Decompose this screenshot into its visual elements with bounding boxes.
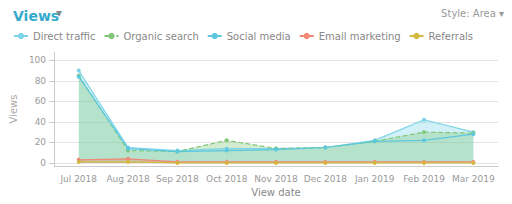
svg-text:Direct traffic: Direct traffic bbox=[33, 31, 95, 42]
svg-text:Organic search: Organic search bbox=[123, 31, 198, 42]
svg-text:0: 0 bbox=[40, 158, 46, 168]
svg-text:Style: Area ▾: Style: Area ▾ bbox=[441, 8, 504, 19]
svg-text:Referrals: Referrals bbox=[429, 31, 474, 42]
svg-text:Aug 2018: Aug 2018 bbox=[106, 174, 150, 184]
svg-text:Feb 2019: Feb 2019 bbox=[403, 174, 445, 184]
svg-text:Views: Views bbox=[8, 95, 19, 124]
svg-text:60: 60 bbox=[35, 96, 47, 106]
svg-text:80: 80 bbox=[35, 76, 47, 86]
svg-text:Oct 2018: Oct 2018 bbox=[206, 174, 248, 184]
svg-text:Dec 2018: Dec 2018 bbox=[304, 174, 347, 184]
svg-text:Email marketing: Email marketing bbox=[319, 31, 401, 42]
svg-text:20: 20 bbox=[35, 137, 47, 147]
svg-text:Mar 2019: Mar 2019 bbox=[452, 174, 495, 184]
svg-text:40: 40 bbox=[35, 117, 47, 127]
svg-text:Sep 2018: Sep 2018 bbox=[156, 174, 199, 184]
svg-text:100: 100 bbox=[29, 55, 46, 65]
svg-text:Social media: Social media bbox=[227, 31, 291, 42]
svg-text:Jan 2019: Jan 2019 bbox=[354, 174, 395, 184]
svg-text:Nov 2018: Nov 2018 bbox=[254, 174, 298, 184]
svg-text:Jul 2018: Jul 2018 bbox=[59, 174, 97, 184]
svg-text:View date: View date bbox=[251, 187, 300, 198]
svg-text:Views: Views bbox=[13, 8, 59, 24]
